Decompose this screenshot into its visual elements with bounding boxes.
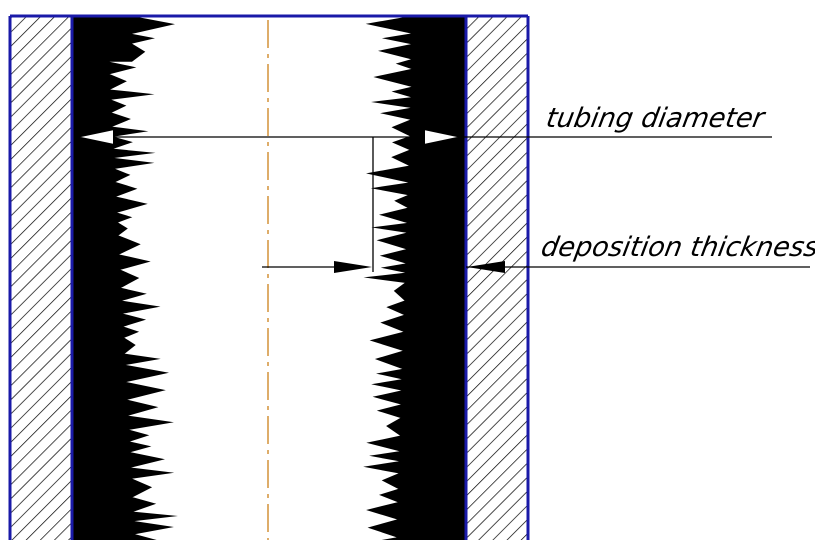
diameter-right-arrowhead (423, 127, 463, 147)
deposition-thickness-label: deposition thickness (539, 232, 815, 263)
tubing-diameter-label: tubing diameter (544, 103, 769, 134)
diameter-left-arrowhead (75, 127, 115, 147)
tube-border (8, 14, 530, 540)
right-deposit-layer (363, 16, 466, 540)
left-pipe-wall (10, 16, 72, 540)
right-pipe-wall (466, 16, 528, 540)
deposition-thickness-dimension (262, 137, 810, 273)
thickness-left-arrowhead (334, 261, 372, 273)
tubing-diameter-dimension (74, 127, 772, 147)
thickness-right-arrowhead (467, 261, 505, 273)
left-deposit-layer (72, 16, 178, 540)
